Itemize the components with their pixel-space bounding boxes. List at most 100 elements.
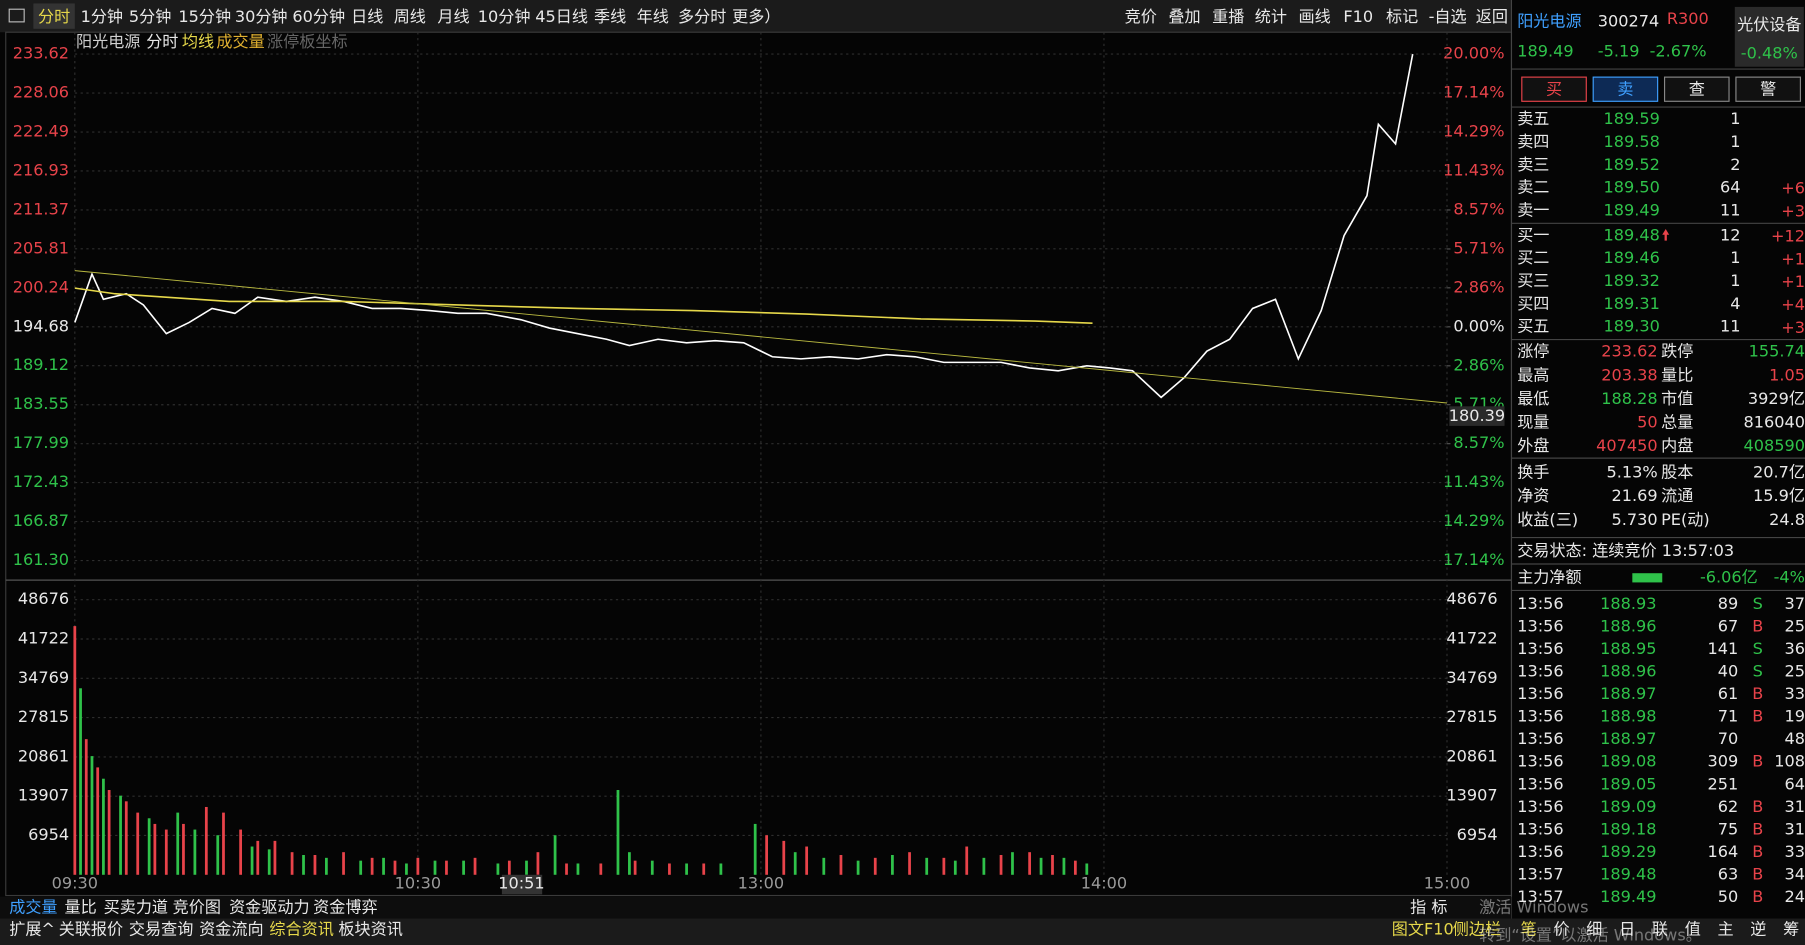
stat-value: 203.38 bbox=[1601, 365, 1657, 384]
side-tab[interactable]: 值 bbox=[1685, 920, 1701, 939]
book-label: 买四 bbox=[1517, 294, 1549, 313]
status-link[interactable]: 资金流向 bbox=[199, 920, 263, 939]
tool-button[interactable]: 画线 bbox=[1298, 7, 1330, 26]
period-tab[interactable]: 分时 bbox=[38, 7, 70, 26]
tool-button[interactable]: -自选 bbox=[1429, 7, 1467, 26]
tool-button[interactable]: F10 bbox=[1343, 7, 1373, 26]
side-tab[interactable]: 筹 bbox=[1783, 920, 1799, 939]
trade-button[interactable] bbox=[1592, 76, 1659, 102]
period-tab[interactable]: 季线 bbox=[594, 7, 626, 26]
tool-button[interactable]: 返回 bbox=[1476, 7, 1508, 26]
y2-tick-label: 20.00% bbox=[1443, 44, 1504, 63]
tool-button[interactable]: 标记 bbox=[1386, 7, 1418, 26]
period-tab[interactable]: 周线 bbox=[394, 7, 426, 26]
side-tab[interactable]: 笔 bbox=[1521, 920, 1537, 939]
period-tab[interactable]: 1分钟 bbox=[81, 7, 123, 26]
status-link[interactable]: 关联报价 bbox=[59, 920, 123, 939]
period-tab[interactable]: 10分钟 bbox=[478, 7, 531, 26]
y-tick-label: 183.55 bbox=[13, 394, 69, 413]
trade-button-label[interactable]: 卖 bbox=[1617, 79, 1633, 98]
indicator-tab[interactable]: 量比 bbox=[64, 898, 96, 917]
side-tab[interactable]: 主 bbox=[1718, 920, 1734, 939]
sector-name[interactable]: 光伏设备 bbox=[1737, 15, 1801, 34]
indicator-tab[interactable]: 资金驱动力 bbox=[229, 898, 310, 917]
trade-button[interactable] bbox=[1735, 76, 1801, 102]
tick-side: B bbox=[1752, 684, 1763, 703]
side-tab[interactable]: 细 bbox=[1586, 920, 1602, 939]
status-link[interactable]: 板块资讯 bbox=[338, 920, 402, 939]
cursor-price-box bbox=[1449, 406, 1505, 426]
y-tick-label: 161.30 bbox=[13, 550, 69, 569]
tick-volume: 164 bbox=[1707, 842, 1738, 861]
trade-button-label[interactable]: 查 bbox=[1689, 79, 1705, 98]
indicator-tab[interactable]: 买卖力道 bbox=[104, 898, 168, 917]
volume-bar bbox=[119, 795, 122, 875]
indicator-tab[interactable]: 资金博弈 bbox=[313, 898, 377, 917]
book-label: 买二 bbox=[1517, 248, 1549, 267]
y2-tick-label: 2.86% bbox=[1453, 355, 1504, 374]
y-tick-label: 233.62 bbox=[13, 44, 69, 63]
tick-time: 13:57 bbox=[1517, 865, 1563, 884]
book-price: 189.48 bbox=[1604, 225, 1660, 244]
tick-side: B bbox=[1752, 887, 1763, 906]
book-label: 买五 bbox=[1517, 317, 1549, 336]
period-tab[interactable]: 5分钟 bbox=[129, 7, 171, 26]
volume-bar bbox=[136, 812, 140, 875]
book-label: 卖四 bbox=[1517, 132, 1549, 151]
tick-time: 13:56 bbox=[1517, 684, 1563, 703]
period-tab[interactable]: 30分钟 bbox=[235, 7, 288, 26]
tool-button[interactable]: 重播 bbox=[1212, 7, 1244, 26]
status-link[interactable]: 图文F10 bbox=[1392, 920, 1454, 939]
tick-price: 189.29 bbox=[1600, 842, 1656, 861]
period-tab[interactable]: 年线 bbox=[637, 7, 669, 26]
active-tab bbox=[33, 3, 75, 29]
status-link[interactable]: 交易查询 bbox=[129, 920, 193, 939]
y-tick-label: 222.49 bbox=[13, 122, 69, 141]
tick-count: 48 bbox=[1784, 729, 1805, 748]
period-tab[interactable]: 日线 bbox=[351, 7, 383, 26]
period-tab[interactable]: 15分钟 bbox=[178, 7, 231, 26]
volume-bar bbox=[290, 852, 294, 875]
tick-side: B bbox=[1752, 797, 1763, 816]
period-tab[interactable]: 多分时 bbox=[678, 7, 726, 26]
volume-bar bbox=[193, 829, 197, 875]
volume-bar bbox=[73, 626, 77, 875]
trade-button[interactable] bbox=[1663, 76, 1730, 102]
tick-price: 188.97 bbox=[1600, 684, 1656, 703]
stock-code: 300274 bbox=[1598, 11, 1660, 30]
book-volume: 11 bbox=[1720, 200, 1741, 219]
period-tab[interactable]: 更多） bbox=[732, 7, 780, 26]
side-tab[interactable]: 日 bbox=[1619, 920, 1635, 939]
period-tab[interactable]: 45日线 bbox=[535, 7, 588, 26]
status-link[interactable]: 扩展^ bbox=[9, 920, 55, 939]
tool-button[interactable]: 叠加 bbox=[1168, 7, 1200, 26]
stat-label: 内盘 bbox=[1661, 436, 1693, 455]
trade-button-label[interactable]: 买 bbox=[1546, 79, 1562, 98]
side-tab[interactable]: 联 bbox=[1652, 920, 1668, 939]
price-line bbox=[74, 270, 1448, 404]
volume-bar bbox=[753, 823, 757, 875]
trade-button[interactable] bbox=[1521, 76, 1587, 102]
volume-bar bbox=[525, 860, 528, 875]
volume-bar bbox=[1028, 852, 1032, 875]
legend-label: 涨停板坐标 bbox=[267, 32, 348, 51]
volume-bar bbox=[342, 852, 345, 875]
side-tab[interactable]: 价 bbox=[1553, 920, 1569, 939]
side-tab[interactable]: 逆 bbox=[1750, 920, 1766, 939]
indicator-button[interactable]: 指 标 bbox=[1410, 898, 1447, 917]
tick-volume: 71 bbox=[1718, 707, 1739, 726]
tool-button[interactable]: 竞价 bbox=[1125, 7, 1157, 26]
indicator-tab[interactable]: 竞价图 bbox=[173, 898, 221, 917]
tick-volume: 89 bbox=[1718, 594, 1739, 613]
volume-bar bbox=[256, 840, 260, 875]
tick-side: B bbox=[1752, 616, 1763, 635]
status-link[interactable]: 侧边栏 bbox=[1453, 920, 1501, 939]
indicator-tab[interactable]: 成交量 bbox=[9, 898, 57, 917]
tool-button[interactable]: 统计 bbox=[1255, 7, 1287, 26]
layout-icon bbox=[8, 8, 25, 23]
trade-button-label[interactable]: 警 bbox=[1760, 79, 1776, 98]
period-tab[interactable]: 月线 bbox=[437, 7, 469, 26]
last-price: 189.49 bbox=[1517, 41, 1573, 60]
status-link[interactable]: 综合资讯 bbox=[269, 920, 333, 939]
period-tab[interactable]: 60分钟 bbox=[292, 7, 345, 26]
